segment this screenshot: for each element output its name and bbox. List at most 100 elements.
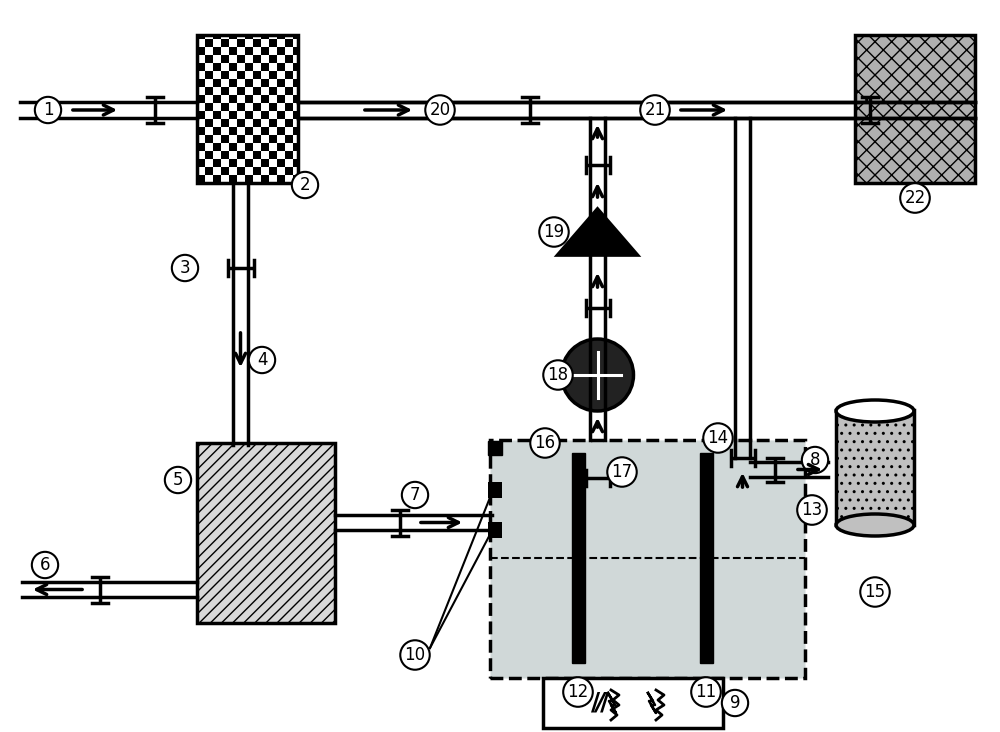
Bar (285, 167, 293, 175)
Bar (253, 39, 261, 47)
Bar (261, 159, 269, 167)
Bar (253, 135, 261, 143)
Text: 21: 21 (644, 101, 666, 119)
Bar (285, 87, 293, 95)
Bar (269, 151, 277, 159)
Bar (253, 167, 261, 175)
Bar (229, 95, 237, 103)
Bar (293, 111, 298, 119)
Text: 3: 3 (180, 259, 190, 277)
Bar (277, 111, 285, 119)
Text: 20: 20 (429, 101, 451, 119)
Bar (285, 119, 293, 127)
Bar (285, 71, 293, 79)
Text: 14: 14 (707, 429, 729, 447)
Bar (293, 127, 298, 135)
Bar (245, 143, 253, 151)
Text: 11: 11 (695, 683, 717, 701)
Bar (197, 127, 205, 135)
Bar (293, 79, 298, 87)
Bar (269, 39, 277, 47)
Ellipse shape (836, 514, 914, 536)
Bar (261, 35, 269, 39)
Bar (269, 119, 277, 127)
Bar (277, 175, 285, 183)
Bar (205, 103, 213, 111)
Bar (245, 79, 253, 87)
Bar (269, 71, 277, 79)
Text: 17: 17 (611, 463, 633, 481)
Bar (261, 143, 269, 151)
Bar (285, 151, 293, 159)
Bar (197, 159, 205, 167)
Bar (213, 35, 221, 39)
Text: //: // (591, 691, 609, 715)
Bar (205, 135, 213, 143)
Bar (213, 79, 221, 87)
Bar (572, 453, 585, 663)
Bar (205, 167, 213, 175)
Bar (293, 143, 298, 151)
Bar (229, 47, 237, 55)
Bar (237, 103, 245, 111)
Bar (253, 55, 261, 63)
Bar (277, 79, 285, 87)
Bar (197, 47, 205, 55)
Bar (213, 159, 221, 167)
Text: 22: 22 (904, 189, 926, 207)
Bar (488, 441, 502, 455)
Bar (277, 95, 285, 103)
Bar (221, 55, 229, 63)
Text: 13: 13 (801, 501, 823, 519)
Bar (253, 151, 261, 159)
Bar (285, 103, 293, 111)
Bar (836, 410, 914, 525)
Bar (293, 159, 298, 167)
Bar (197, 95, 205, 103)
Bar (277, 159, 285, 167)
Bar (221, 39, 229, 47)
Bar (700, 453, 713, 663)
Bar (277, 63, 285, 71)
Text: 15: 15 (864, 583, 886, 601)
Bar (488, 522, 502, 538)
Bar (205, 71, 213, 79)
Text: 4: 4 (257, 351, 267, 369)
Text: 10: 10 (404, 646, 426, 664)
Bar (269, 167, 277, 175)
Bar (197, 143, 205, 151)
Bar (213, 63, 221, 71)
Bar (213, 111, 221, 119)
Bar (261, 127, 269, 135)
Bar (221, 103, 229, 111)
Bar (855, 35, 975, 183)
Bar (245, 47, 253, 55)
Bar (285, 39, 293, 47)
Bar (237, 135, 245, 143)
Bar (261, 95, 269, 103)
Bar (205, 55, 213, 63)
Bar (213, 95, 221, 103)
Bar (293, 95, 298, 103)
Ellipse shape (836, 400, 914, 422)
Text: 16: 16 (534, 434, 556, 452)
Bar (229, 159, 237, 167)
Bar (245, 63, 253, 71)
Bar (245, 175, 253, 183)
Bar (269, 135, 277, 143)
Text: 2: 2 (300, 176, 310, 194)
Bar (229, 111, 237, 119)
Bar (205, 87, 213, 95)
Bar (229, 175, 237, 183)
Text: 8: 8 (810, 451, 820, 469)
Bar (261, 79, 269, 87)
Bar (277, 143, 285, 151)
Bar (229, 63, 237, 71)
Bar (197, 175, 205, 183)
Bar (253, 119, 261, 127)
Bar (221, 151, 229, 159)
Bar (197, 35, 298, 183)
Bar (285, 135, 293, 143)
Bar (543, 678, 723, 728)
Bar (269, 87, 277, 95)
